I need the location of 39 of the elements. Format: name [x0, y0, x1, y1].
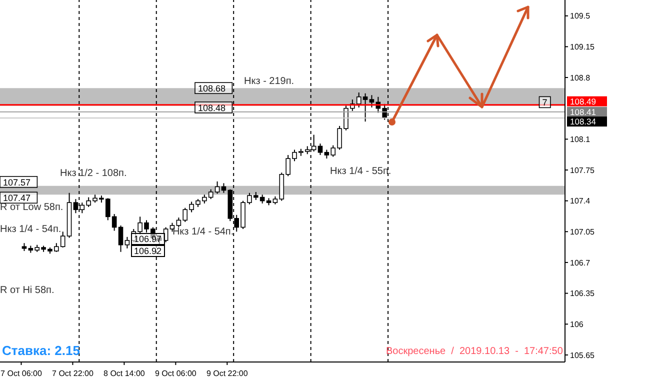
annotation: 107.47 [3, 193, 31, 204]
x-tick-label: 7 Oct 06:00 [0, 369, 42, 378]
candlestick [369, 94, 374, 108]
ref-line-label: 108.41 [570, 106, 596, 117]
annotation: R от Low 58п. [0, 202, 64, 214]
ref-line-label: 108.34 [570, 116, 596, 127]
annotation: Нкз 1/4 - 55п. [330, 166, 392, 178]
x-tick-label: 8 Oct 14:00 [104, 369, 146, 378]
annotation: Нкз - 219п. [244, 76, 294, 88]
candlestick [118, 224, 124, 252]
y-tick-label: 106 [570, 320, 584, 329]
annotation: 7 [542, 98, 548, 108]
annotation: 106.97 [131, 233, 165, 245]
y-tick-label: 107.05 [570, 227, 596, 236]
y-tick-label: 107.4 [570, 196, 591, 206]
x-tick-label: 7 Oct 22:00 [52, 369, 94, 378]
annotation: R от Hi 58п. [0, 285, 54, 297]
annotation: 108.68 [198, 84, 226, 94]
y-tick-label: 109.5 [570, 12, 591, 21]
ref-line-label: 108.49 [570, 96, 596, 106]
y-tick-label: 106.7 [570, 258, 591, 268]
annotation: 107.57 [3, 177, 31, 188]
candlestick [318, 143, 323, 156]
annotation: Нкз 1/2 - 108п. [60, 168, 127, 180]
annotation: Нкз 1/4 - 54п. [0, 224, 62, 236]
y-tick-label: 105.65 [570, 350, 596, 360]
y-tick-label: 108.8 [570, 73, 591, 82]
annotation: Нкз 1/4 - 54п. [172, 226, 234, 238]
y-tick-label: 109.15 [570, 42, 596, 52]
annotation: Воскресенье / 2019.10.13 - 17:47:50 [386, 346, 563, 357]
annotation: 106.92 [131, 245, 165, 257]
x-tick-label: 9 Oct 22:00 [206, 369, 248, 378]
x-tick-label: 9 Oct 06:00 [155, 369, 197, 378]
annotation: Ставка: 2.15 [2, 343, 80, 358]
y-tick-label: 107.75 [570, 166, 596, 175]
y-tick-label: 108.1 [570, 135, 591, 144]
y-tick-label: 106.35 [570, 289, 596, 298]
annotation: 108.48 [198, 102, 226, 113]
candlestick [221, 182, 226, 194]
